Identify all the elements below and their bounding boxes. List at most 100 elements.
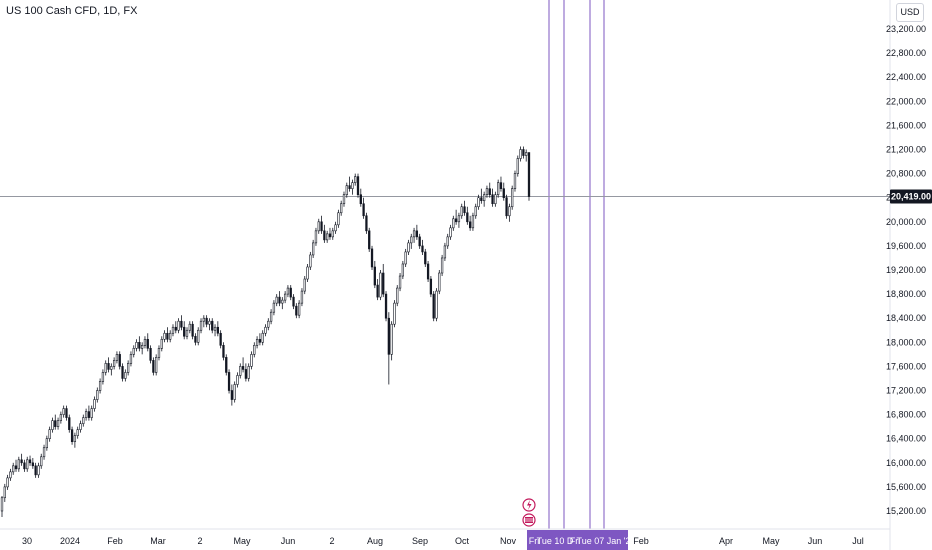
candle [511, 185, 514, 210]
candle [208, 318, 211, 331]
candle [199, 318, 203, 334]
current-price-label: 20,419.00 [890, 189, 932, 204]
candle [382, 263, 385, 298]
x-tick-label: Fri [529, 536, 540, 546]
candle [202, 315, 205, 328]
candle [14, 459, 18, 472]
y-tick-label: 18,800.00 [886, 289, 926, 299]
price-axis[interactable]: 15,200.00 15,600.00 16,000.00 16,400.00 16,8… [886, 0, 926, 550]
candle [342, 191, 346, 207]
candle [454, 209, 458, 225]
candle [216, 321, 219, 337]
candle [17, 456, 20, 472]
candle [62, 405, 65, 418]
candle [233, 381, 236, 403]
candle [42, 444, 46, 460]
candle [163, 330, 166, 343]
candle [152, 357, 155, 376]
candle [110, 363, 113, 376]
candle [471, 212, 475, 231]
candle [37, 462, 40, 478]
candle [253, 342, 256, 358]
candle [166, 327, 169, 343]
candle [51, 417, 54, 433]
y-tick-label: 20,000.00 [886, 217, 926, 227]
x-highlight-band [543, 530, 570, 550]
x-tick-label: Oct [455, 536, 470, 546]
candle [415, 224, 419, 240]
candle [20, 453, 23, 466]
x-tick-label: Nov [500, 536, 517, 546]
y-tick-label: 21,600.00 [886, 120, 926, 130]
x-tick-label: May [233, 536, 251, 546]
candle [239, 363, 242, 379]
candle [90, 405, 93, 421]
candle [68, 414, 71, 433]
candle [283, 291, 287, 304]
event-icons[interactable] [522, 498, 536, 527]
candle [452, 215, 455, 231]
candle [96, 387, 99, 403]
candle [351, 179, 354, 195]
x-tick-label: 30 [22, 536, 32, 546]
x-tick-label: May [762, 536, 780, 546]
flag-icon[interactable] [522, 513, 536, 527]
x-tick-label: Jun [281, 536, 296, 546]
candle [306, 263, 309, 283]
candle [466, 206, 469, 225]
candle [230, 384, 234, 406]
candles [0, 146, 531, 518]
candle [65, 405, 68, 421]
candle [87, 405, 91, 421]
candle [191, 321, 194, 340]
candle [146, 333, 149, 352]
candle [127, 360, 130, 376]
candle [174, 321, 177, 334]
y-tick-label: 22,000.00 [886, 96, 926, 106]
candle [508, 203, 511, 222]
candle [121, 363, 124, 382]
candle [34, 462, 37, 478]
candle [255, 336, 259, 349]
y-tick-label: 16,000.00 [886, 458, 926, 468]
candle [407, 239, 410, 255]
candle [247, 363, 250, 382]
candle [505, 194, 508, 219]
candle [194, 333, 197, 346]
current-price-text: 20,419.00 [891, 192, 931, 202]
candle [485, 185, 489, 198]
candle [9, 468, 12, 481]
candle [219, 330, 222, 349]
candle [331, 227, 334, 240]
candle [82, 414, 85, 427]
candle [362, 197, 365, 219]
candle [56, 417, 60, 430]
x-tick-label: Aug [367, 536, 383, 546]
candle [211, 318, 214, 334]
candle [323, 224, 326, 243]
candle [488, 182, 491, 198]
candle [483, 191, 486, 207]
candle [499, 176, 503, 192]
candle [84, 408, 88, 421]
candle [141, 342, 144, 355]
candle [31, 457, 34, 469]
candle [337, 209, 340, 228]
candle [160, 336, 163, 352]
currency-button[interactable]: USD [896, 3, 924, 22]
candle [328, 227, 332, 240]
x-tick-label: Sep [412, 536, 428, 546]
candle [289, 285, 292, 301]
candle [177, 318, 180, 334]
candle [494, 191, 497, 207]
candle [429, 276, 433, 298]
candle [396, 285, 399, 307]
x-tick-label: 2 [329, 536, 334, 546]
candle [359, 188, 362, 207]
candle [3, 483, 6, 502]
candle [440, 254, 444, 277]
lightning-icon[interactable] [522, 498, 536, 512]
y-tick-label: 20,800.00 [886, 169, 926, 179]
